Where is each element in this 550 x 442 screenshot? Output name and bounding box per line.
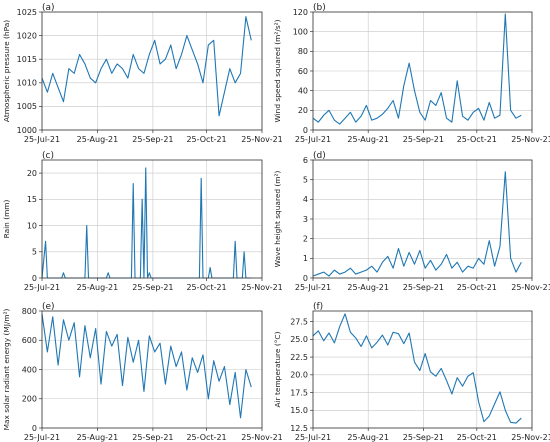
series-line (312, 13, 522, 125)
y-axis-label: Max solar radiant energy (MJ/m²) (2, 308, 11, 430)
y-tick-label: 0 (303, 274, 308, 283)
x-tick-label: 25-Nov-21 (241, 135, 283, 144)
plot-frame (41, 11, 263, 131)
x-tick-label: 25-Oct-21 (457, 433, 497, 442)
y-tick-label: 100 (293, 27, 308, 36)
y-tick-label: 0 (303, 126, 308, 135)
y-tick-label: 22.5 (290, 353, 308, 362)
panel-a: 25-Jul-21 25-Aug-21 25-Sep-21 25-Oct-21 25-N… (2, 3, 283, 144)
series-line (41, 16, 252, 117)
y-tick-label: 0 (32, 274, 37, 283)
x-tick-label: 25-Sep-21 (132, 135, 173, 144)
x-tick-label: 25-Jul-21 (295, 135, 331, 144)
y-tick-label: 800 (22, 307, 37, 316)
y-tick-label: 17.5 (290, 388, 308, 397)
y-tick-label: 80 (298, 47, 308, 56)
panel-e: 25-Jul-21 25-Aug-21 25-Sep-21 25-Oct-21 25-N… (2, 302, 283, 442)
panel-f: 25-Jul-21 25-Aug-21 25-Sep-21 25-Oct-21 25-N… (273, 302, 550, 442)
y-tick-label: 1020 (17, 31, 37, 40)
series-line (41, 313, 252, 419)
y-tick-label: 20.0 (290, 371, 308, 380)
y-tick-label: 1005 (17, 102, 37, 111)
y-tick-label: 1000 (17, 126, 37, 135)
x-tick-label: 25-Jul-21 (295, 283, 331, 292)
plot-frame (312, 310, 533, 429)
panel-d: 25-Jul-21 25-Aug-21 25-Sep-21 25-Oct-21 25-N… (273, 151, 550, 292)
y-axis-label: Atmospheric pressure (hPa) (2, 20, 11, 122)
y-tick-label: 5 (303, 175, 308, 184)
x-tick-label: 25-Aug-21 (347, 135, 389, 144)
y-axis-label: Wind speed squared (m²/s²) (273, 19, 282, 122)
y-tick-label: 10 (27, 221, 37, 230)
x-tick-label: 25-Aug-21 (347, 283, 389, 292)
y-axis-label: Rain (mm) (2, 200, 11, 239)
x-tick-label: 25-Oct-21 (457, 135, 497, 144)
panel-label: (f) (313, 302, 323, 312)
y-tick-label: 5 (32, 248, 37, 257)
plot-frame (41, 159, 263, 279)
y-tick-label: 27.5 (290, 317, 308, 326)
y-tick-label: 20 (27, 169, 37, 178)
x-tick-label: 25-Jul-21 (24, 135, 60, 144)
x-tick-label: 25-Sep-21 (403, 135, 444, 144)
y-tick-label: 1015 (17, 55, 37, 64)
series-line (312, 171, 522, 277)
y-tick-label: 1010 (17, 79, 37, 88)
x-tick-label: 25-Aug-21 (77, 135, 119, 144)
series-line (312, 313, 522, 424)
y-axis-label: Air temperature (°C) (273, 331, 282, 407)
x-tick-label: 25-Nov-21 (511, 283, 550, 292)
panel-b: 25-Jul-21 25-Aug-21 25-Sep-21 25-Oct-21 25-N… (273, 3, 550, 144)
y-tick-label: 15 (27, 195, 37, 204)
x-tick-label: 25-Nov-21 (511, 433, 550, 442)
y-tick-label: 12.5 (290, 424, 308, 433)
y-tick-label: 0 (32, 424, 37, 433)
y-tick-label: 20 (298, 106, 308, 115)
y-axis-label: Wave height squared (m²) (273, 171, 282, 268)
y-tick-label: 600 (22, 336, 37, 345)
x-tick-label: 25-Oct-21 (457, 283, 497, 292)
x-tick-label: 25-Sep-21 (403, 433, 444, 442)
x-tick-label: 25-Nov-21 (511, 135, 550, 144)
y-tick-label: 6 (303, 156, 308, 165)
series-line (41, 167, 252, 279)
x-tick-label: 25-Nov-21 (241, 433, 283, 442)
y-tick-label: 200 (22, 395, 37, 404)
y-tick-label: 2 (303, 234, 308, 243)
y-tick-label: 3 (303, 215, 308, 224)
x-tick-label: 25-Sep-21 (403, 283, 444, 292)
x-tick-label: 25-Sep-21 (132, 283, 173, 292)
x-tick-label: 25-Nov-21 (241, 283, 283, 292)
y-tick-label: 1025 (17, 8, 37, 17)
x-tick-label: 25-Aug-21 (77, 433, 119, 442)
x-tick-label: 25-Jul-21 (24, 433, 60, 442)
y-tick-label: 120 (293, 8, 308, 17)
x-tick-label: 25-Oct-21 (186, 283, 226, 292)
x-tick-label: 25-Aug-21 (77, 283, 119, 292)
panel-label: (b) (313, 3, 326, 13)
panel-label: (d) (313, 151, 326, 161)
y-tick-label: 4 (303, 195, 308, 204)
y-tick-label: 60 (298, 67, 308, 76)
x-tick-label: 25-Jul-21 (295, 433, 331, 442)
y-tick-label: 25.0 (290, 335, 308, 344)
y-tick-label: 400 (22, 365, 37, 374)
y-tick-label: 15.0 (290, 406, 308, 415)
x-tick-label: 25-Oct-21 (186, 433, 226, 442)
panel-label: (c) (42, 151, 54, 161)
panel-label: (e) (42, 302, 55, 312)
y-tick-label: 1 (303, 254, 308, 263)
y-tick-label: 40 (298, 86, 308, 95)
panel-c: 25-Jul-21 25-Aug-21 25-Sep-21 25-Oct-21 25-N… (2, 151, 283, 292)
x-tick-label: 25-Sep-21 (132, 433, 173, 442)
panel-label: (a) (42, 3, 55, 13)
x-tick-label: 25-Jul-21 (24, 283, 60, 292)
x-tick-label: 25-Aug-21 (347, 433, 389, 442)
x-tick-label: 25-Oct-21 (186, 135, 226, 144)
